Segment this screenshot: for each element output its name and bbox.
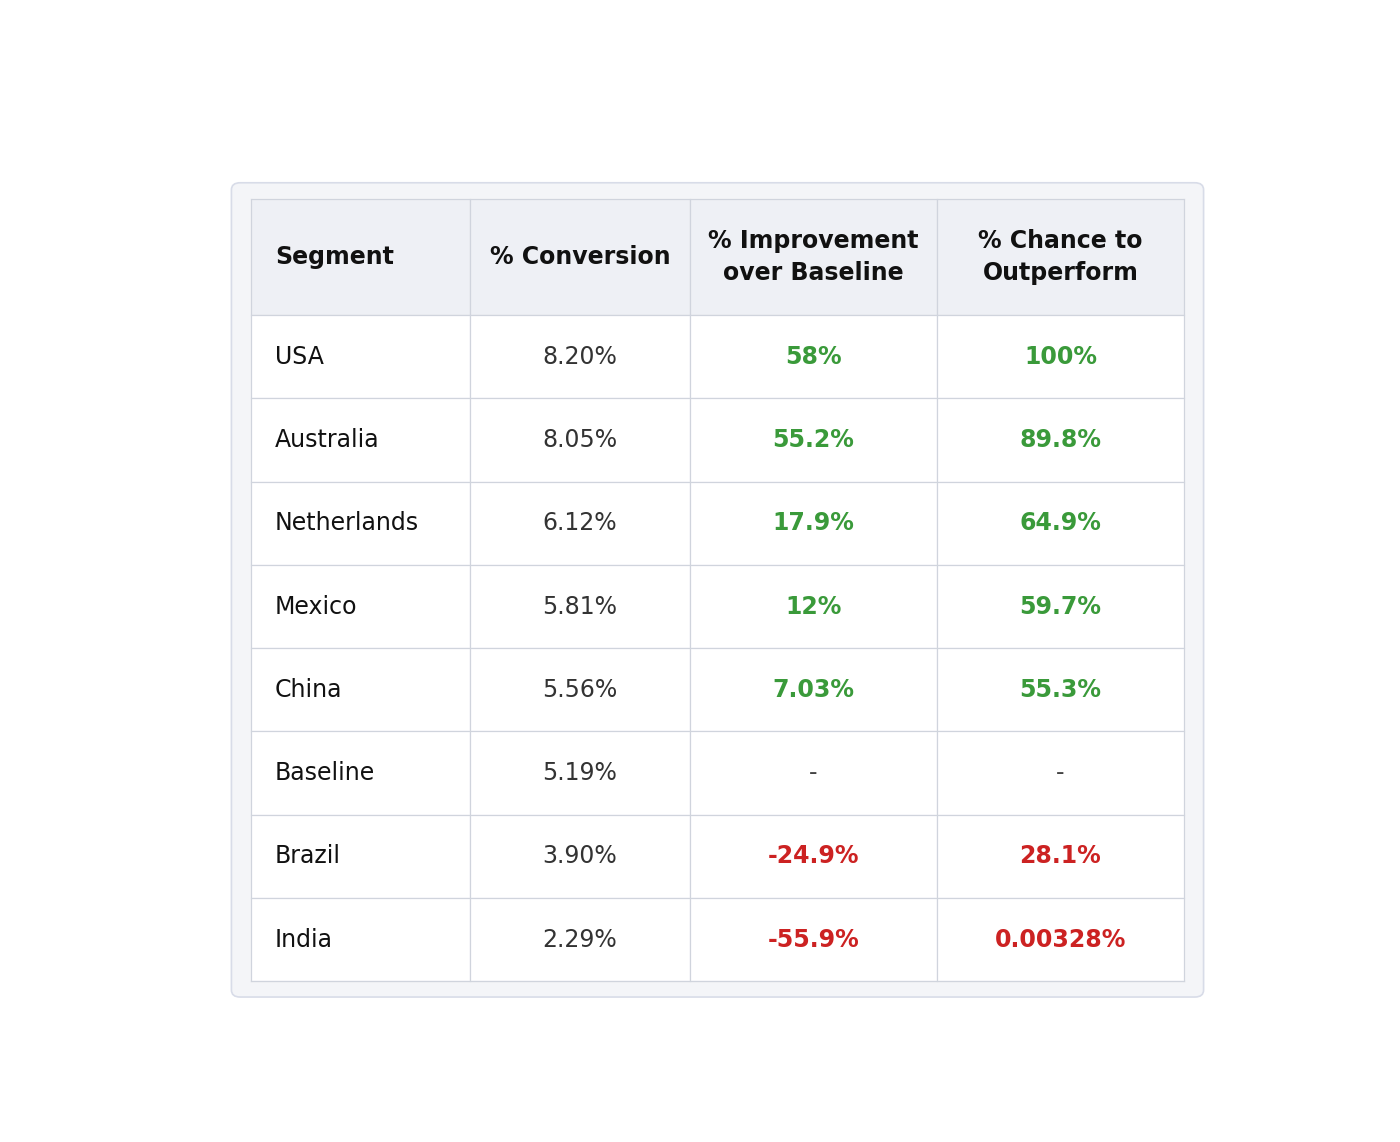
FancyBboxPatch shape — [251, 315, 470, 399]
Text: 100%: 100% — [1023, 345, 1098, 369]
Text: 59.7%: 59.7% — [1019, 595, 1102, 619]
Text: 12%: 12% — [785, 595, 841, 619]
FancyBboxPatch shape — [937, 482, 1184, 565]
Text: 58%: 58% — [785, 345, 841, 369]
Text: % Improvement
over Baseline: % Improvement over Baseline — [708, 230, 918, 284]
FancyBboxPatch shape — [251, 814, 470, 898]
FancyBboxPatch shape — [470, 898, 690, 981]
Text: 5.56%: 5.56% — [542, 678, 617, 702]
FancyBboxPatch shape — [937, 565, 1184, 649]
Text: -: - — [1056, 761, 1064, 785]
Text: 55.2%: 55.2% — [773, 428, 854, 452]
FancyBboxPatch shape — [251, 399, 470, 482]
Text: Brazil: Brazil — [274, 844, 340, 868]
FancyBboxPatch shape — [251, 199, 470, 315]
FancyBboxPatch shape — [251, 482, 470, 565]
Text: 28.1%: 28.1% — [1019, 844, 1102, 868]
FancyBboxPatch shape — [690, 649, 937, 731]
FancyBboxPatch shape — [937, 399, 1184, 482]
FancyBboxPatch shape — [690, 898, 937, 981]
Text: 8.20%: 8.20% — [542, 345, 617, 369]
Text: 7.03%: 7.03% — [773, 678, 854, 702]
Text: 6.12%: 6.12% — [543, 512, 617, 536]
Text: 64.9%: 64.9% — [1019, 512, 1102, 536]
FancyBboxPatch shape — [937, 731, 1184, 814]
FancyBboxPatch shape — [251, 731, 470, 814]
FancyBboxPatch shape — [690, 565, 937, 649]
FancyBboxPatch shape — [690, 731, 937, 814]
FancyBboxPatch shape — [470, 814, 690, 898]
FancyBboxPatch shape — [251, 649, 470, 731]
FancyBboxPatch shape — [470, 199, 690, 315]
FancyBboxPatch shape — [690, 315, 937, 399]
Text: Australia: Australia — [274, 428, 379, 452]
FancyBboxPatch shape — [690, 482, 937, 565]
FancyBboxPatch shape — [690, 199, 937, 315]
Text: 0.00328%: 0.00328% — [995, 927, 1126, 951]
Text: -: - — [809, 761, 818, 785]
FancyBboxPatch shape — [937, 199, 1184, 315]
FancyBboxPatch shape — [937, 649, 1184, 731]
Text: 5.19%: 5.19% — [542, 761, 617, 785]
FancyBboxPatch shape — [231, 183, 1204, 997]
Text: 8.05%: 8.05% — [542, 428, 617, 452]
Text: -55.9%: -55.9% — [767, 927, 860, 951]
Text: USA: USA — [274, 345, 323, 369]
FancyBboxPatch shape — [470, 731, 690, 814]
Text: Netherlands: Netherlands — [274, 512, 419, 536]
FancyBboxPatch shape — [470, 315, 690, 399]
Text: Mexico: Mexico — [274, 595, 357, 619]
FancyBboxPatch shape — [251, 565, 470, 649]
Text: 2.29%: 2.29% — [542, 927, 617, 951]
FancyBboxPatch shape — [937, 315, 1184, 399]
Text: 3.90%: 3.90% — [542, 844, 617, 868]
Text: Segment: Segment — [274, 244, 393, 268]
FancyBboxPatch shape — [690, 399, 937, 482]
Text: 55.3%: 55.3% — [1019, 678, 1102, 702]
Text: India: India — [274, 927, 333, 951]
FancyBboxPatch shape — [470, 482, 690, 565]
FancyBboxPatch shape — [251, 898, 470, 981]
FancyBboxPatch shape — [937, 814, 1184, 898]
Text: % Conversion: % Conversion — [490, 244, 671, 268]
FancyBboxPatch shape — [937, 898, 1184, 981]
Text: 5.81%: 5.81% — [542, 595, 617, 619]
FancyBboxPatch shape — [470, 565, 690, 649]
Text: -24.9%: -24.9% — [767, 844, 858, 868]
Text: China: China — [274, 678, 343, 702]
Text: 17.9%: 17.9% — [773, 512, 854, 536]
FancyBboxPatch shape — [470, 649, 690, 731]
FancyBboxPatch shape — [470, 399, 690, 482]
Text: % Chance to
Outperform: % Chance to Outperform — [979, 230, 1142, 284]
Text: Baseline: Baseline — [274, 761, 375, 785]
Text: 89.8%: 89.8% — [1019, 428, 1102, 452]
FancyBboxPatch shape — [690, 814, 937, 898]
